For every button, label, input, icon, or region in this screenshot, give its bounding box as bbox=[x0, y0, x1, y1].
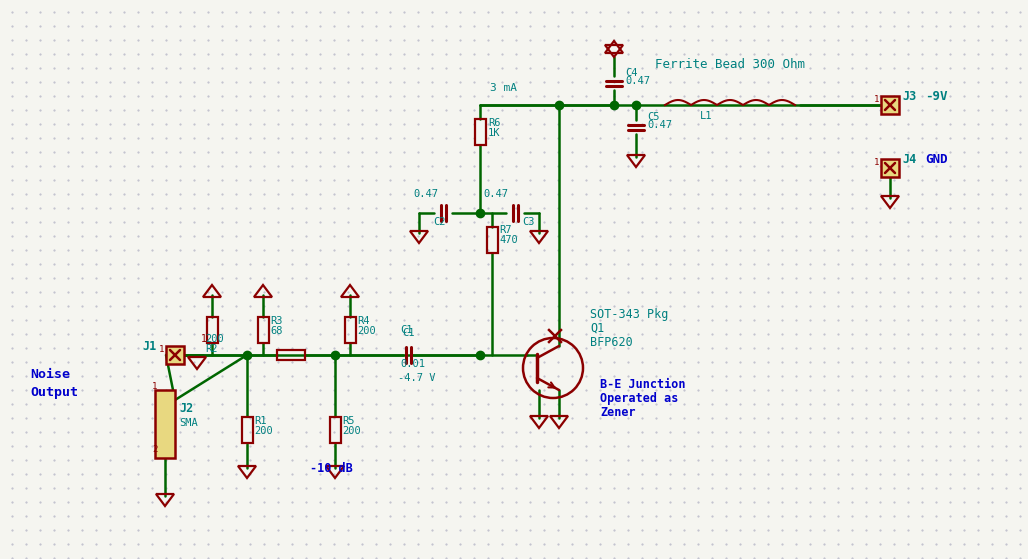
Text: -9V: -9V bbox=[925, 90, 948, 103]
Text: R6: R6 bbox=[488, 118, 501, 128]
Text: Operated as: Operated as bbox=[600, 392, 678, 405]
Text: Output: Output bbox=[30, 386, 78, 399]
Text: 1K: 1K bbox=[488, 128, 501, 138]
Text: 0.47: 0.47 bbox=[625, 76, 650, 86]
Text: Q1: Q1 bbox=[590, 322, 604, 335]
Text: GND: GND bbox=[925, 153, 948, 166]
Text: 200: 200 bbox=[205, 334, 224, 344]
Bar bbox=[881, 159, 900, 177]
Text: C2: C2 bbox=[433, 217, 445, 227]
Text: C4: C4 bbox=[625, 68, 637, 78]
Text: 2: 2 bbox=[152, 445, 157, 454]
Text: 3 mA: 3 mA bbox=[490, 83, 517, 93]
Text: L1: L1 bbox=[700, 111, 712, 121]
Text: 1: 1 bbox=[874, 95, 879, 104]
Text: 1: 1 bbox=[152, 382, 157, 391]
Text: B-E Junction: B-E Junction bbox=[600, 378, 686, 391]
Text: Noise: Noise bbox=[30, 368, 70, 381]
Text: Ferrite Bead 300 Ohm: Ferrite Bead 300 Ohm bbox=[655, 58, 805, 71]
Text: 68: 68 bbox=[270, 326, 283, 336]
Text: BFP620: BFP620 bbox=[590, 336, 633, 349]
Text: C3: C3 bbox=[522, 217, 535, 227]
Text: 0.01: 0.01 bbox=[400, 359, 425, 369]
Bar bbox=[257, 317, 268, 343]
Text: 200: 200 bbox=[254, 426, 272, 436]
Bar bbox=[277, 350, 305, 360]
Text: R7: R7 bbox=[499, 225, 512, 235]
Text: J1: J1 bbox=[143, 340, 157, 353]
Text: 200: 200 bbox=[342, 426, 361, 436]
Text: R3: R3 bbox=[270, 316, 283, 326]
Text: 0.47: 0.47 bbox=[413, 189, 438, 199]
Text: SMA: SMA bbox=[179, 418, 197, 428]
Text: 0.47: 0.47 bbox=[483, 189, 508, 199]
Bar bbox=[166, 346, 184, 364]
Text: 1: 1 bbox=[158, 345, 164, 354]
Text: R2: R2 bbox=[205, 344, 218, 354]
Text: 470: 470 bbox=[499, 235, 518, 245]
Text: C1: C1 bbox=[400, 325, 412, 335]
Bar bbox=[207, 317, 218, 343]
Text: 200: 200 bbox=[357, 326, 376, 336]
Text: 0.47: 0.47 bbox=[647, 120, 672, 130]
Bar bbox=[242, 417, 253, 443]
Text: R5: R5 bbox=[342, 416, 355, 426]
Text: 1: 1 bbox=[874, 158, 879, 167]
Text: R4: R4 bbox=[357, 316, 369, 326]
Bar bbox=[330, 417, 340, 443]
Bar bbox=[881, 96, 900, 114]
Text: J2: J2 bbox=[179, 402, 193, 415]
Text: SOT-343 Pkg: SOT-343 Pkg bbox=[590, 308, 668, 321]
Bar bbox=[155, 390, 175, 458]
Bar bbox=[486, 227, 498, 253]
Text: J4: J4 bbox=[902, 153, 916, 166]
Text: C5: C5 bbox=[647, 112, 660, 122]
Bar bbox=[475, 119, 485, 145]
Bar bbox=[344, 317, 356, 343]
Text: -10 dB: -10 dB bbox=[310, 462, 353, 475]
Text: C1: C1 bbox=[402, 328, 414, 338]
Text: Zener: Zener bbox=[600, 406, 635, 419]
Text: J3: J3 bbox=[902, 90, 916, 103]
Text: 1: 1 bbox=[201, 334, 207, 344]
Text: -4.7 V: -4.7 V bbox=[398, 373, 436, 383]
Text: R1: R1 bbox=[254, 416, 266, 426]
